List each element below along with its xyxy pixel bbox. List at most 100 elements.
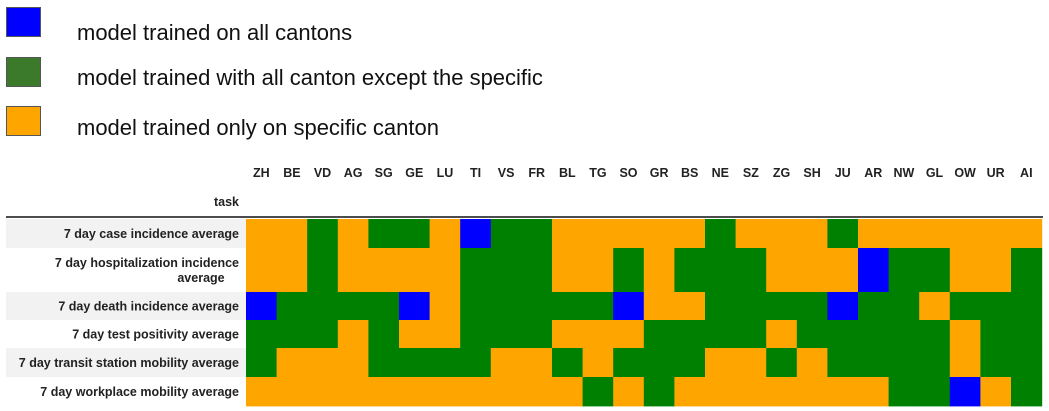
heatmap-cell <box>705 320 737 349</box>
heatmap-cell <box>643 377 675 407</box>
row-label: average <box>177 271 224 285</box>
column-label: NW <box>893 166 914 180</box>
heatmap-cell <box>246 348 278 378</box>
heatmap-cell <box>399 377 431 407</box>
heatmap-cell <box>460 348 492 378</box>
legend-swatch-all-cantons <box>6 7 41 37</box>
heatmap-cell <box>766 320 798 349</box>
legend-swatch-all-except-specific <box>6 57 41 87</box>
heatmap-cell <box>858 348 890 378</box>
column-label: JU <box>835 166 851 180</box>
column-label: BL <box>559 166 576 180</box>
heatmap-cell <box>399 219 431 249</box>
heatmap-cell <box>460 248 492 293</box>
column-label: OW <box>954 166 976 180</box>
heatmap-cell <box>399 320 431 349</box>
heatmap-cell <box>246 219 278 249</box>
heatmap-cell <box>827 377 859 407</box>
heatmap-cell <box>888 219 920 249</box>
heatmap-cell <box>246 292 278 321</box>
heatmap-cell <box>919 348 951 378</box>
heatmap-cell <box>613 320 645 349</box>
heatmap-cell <box>980 320 1012 349</box>
column-label: TI <box>470 166 481 180</box>
heatmap-cell <box>490 219 522 249</box>
heatmap-cell <box>796 219 828 249</box>
heatmap-cell <box>1011 219 1043 249</box>
heatmap-cell <box>613 292 645 321</box>
heatmap-cell <box>337 348 369 378</box>
heatmap-cell <box>858 248 890 293</box>
heatmap-cell <box>888 377 920 407</box>
heatmap-cell <box>827 320 859 349</box>
heatmap-cell <box>490 348 522 378</box>
heatmap-cell <box>582 377 614 407</box>
heatmap-cell <box>613 377 645 407</box>
heatmap-cell <box>766 248 798 293</box>
row-band <box>6 348 246 377</box>
heatmap-cell <box>429 292 461 321</box>
heatmap-cell <box>246 320 278 349</box>
column-label: UR <box>987 166 1005 180</box>
heatmap-cell <box>337 320 369 349</box>
heatmap-cell <box>888 292 920 321</box>
heatmap-cell <box>888 348 920 378</box>
legend-label-only-specific: model trained only on specific canton <box>77 115 439 140</box>
column-label: ZG <box>773 166 790 180</box>
heatmap-cell <box>368 219 400 249</box>
heatmap-cell <box>1011 292 1043 321</box>
heatmap-cell <box>246 377 278 407</box>
heatmap-cell <box>1011 377 1043 407</box>
heatmap-cell <box>521 248 553 293</box>
heatmap-cell <box>980 348 1012 378</box>
heatmap-cell <box>582 320 614 349</box>
heatmap-cell <box>460 320 492 349</box>
heatmap-cell <box>429 348 461 378</box>
heatmap-cell <box>827 348 859 378</box>
heatmap-cell <box>613 348 645 378</box>
heatmap-cell <box>490 248 522 293</box>
heatmap-cell <box>735 248 767 293</box>
heatmap-cell <box>735 219 767 249</box>
heatmap-cell <box>582 292 614 321</box>
heatmap-cell <box>337 292 369 321</box>
row-label: 7 day hospitalization incidence <box>55 256 239 270</box>
heatmap-cell <box>735 292 767 321</box>
column-label: VS <box>498 166 515 180</box>
heatmap-cell <box>766 219 798 249</box>
heatmap-cell <box>307 348 339 378</box>
heatmap-cell <box>582 248 614 293</box>
heatmap-cell <box>705 348 737 378</box>
column-label: ZH <box>253 166 270 180</box>
heatmap-cell <box>429 320 461 349</box>
column-label: AR <box>864 166 882 180</box>
index-header: task <box>214 195 239 209</box>
heatmap-cell <box>735 348 767 378</box>
column-label: AG <box>344 166 363 180</box>
heatmap-cell <box>705 248 737 293</box>
heatmap-cell <box>552 292 584 321</box>
heatmap-cell <box>307 248 339 293</box>
column-label: SH <box>803 166 820 180</box>
column-label: SO <box>619 166 637 180</box>
heatmap-cell <box>858 292 890 321</box>
heatmap-cell <box>949 219 981 249</box>
heatmap-cell <box>858 219 890 249</box>
heatmap-cell <box>949 320 981 349</box>
heatmap-cell <box>490 320 522 349</box>
heatmap-cell <box>980 377 1012 407</box>
heatmap-cell <box>919 219 951 249</box>
column-label: GL <box>926 166 944 180</box>
heatmap-cell <box>552 320 584 349</box>
heatmap-cell <box>858 377 890 407</box>
heatmap-cell <box>705 377 737 407</box>
heatmap-cell <box>705 292 737 321</box>
row-label: 7 day case incidence average <box>64 227 239 241</box>
row-band <box>6 292 246 320</box>
heatmap-cell <box>1011 248 1043 293</box>
heatmap-cell <box>521 292 553 321</box>
row-label: 7 day test positivity average <box>72 328 239 342</box>
heatmap-cell <box>796 320 828 349</box>
heatmap-cell <box>368 348 400 378</box>
heatmap-cell <box>949 377 981 407</box>
